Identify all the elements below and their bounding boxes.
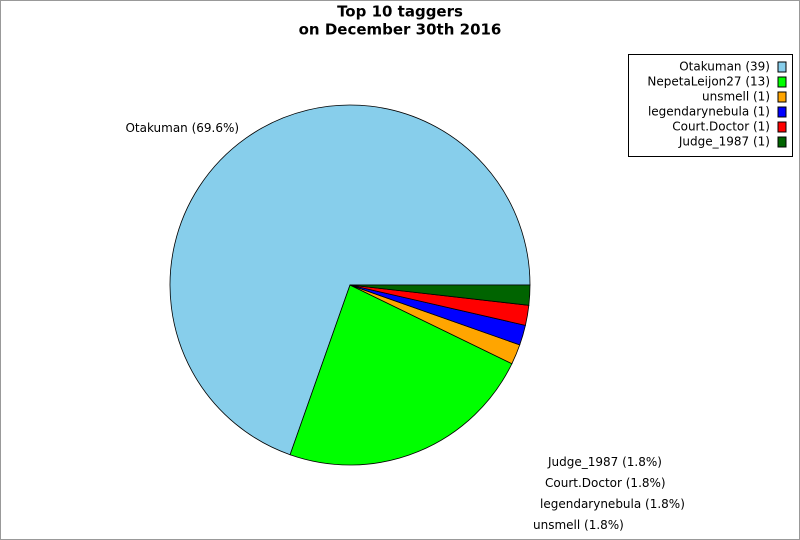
pie-slice: [169, 104, 531, 456]
legend-swatch: [777, 91, 787, 103]
legend-label: Judge_1987 (1): [678, 135, 770, 149]
slice-label: legendarynebula (1.8%): [540, 497, 685, 511]
legend-label: legendarynebula (1): [648, 105, 770, 119]
slice-label: Judge_1987 (1.8%): [547, 455, 662, 469]
pie-slice: [349, 284, 531, 306]
chart-subtitle: on December 30th 2016: [299, 21, 502, 39]
legend-swatch: [777, 136, 787, 148]
legend-label: unsmell (1): [702, 90, 770, 104]
slice-label: Court.Doctor (1.8%): [545, 476, 666, 490]
legend-label: Court.Doctor (1): [672, 120, 770, 134]
legend-swatch: [777, 61, 787, 73]
legend-label: NepetaLeijon27 (13): [647, 75, 770, 89]
chart-title: Top 10 taggers: [337, 3, 463, 21]
legend-swatch: [777, 76, 787, 88]
legend-box: [628, 54, 793, 157]
slice-label: Otakuman (69.6%): [125, 121, 239, 135]
legend-swatch: [777, 121, 787, 133]
pie-slice: [289, 284, 513, 466]
slice-label: unsmell (1.8%): [533, 518, 624, 532]
legend-label: Otakuman (39): [679, 60, 770, 74]
legend-swatch: [777, 106, 787, 118]
